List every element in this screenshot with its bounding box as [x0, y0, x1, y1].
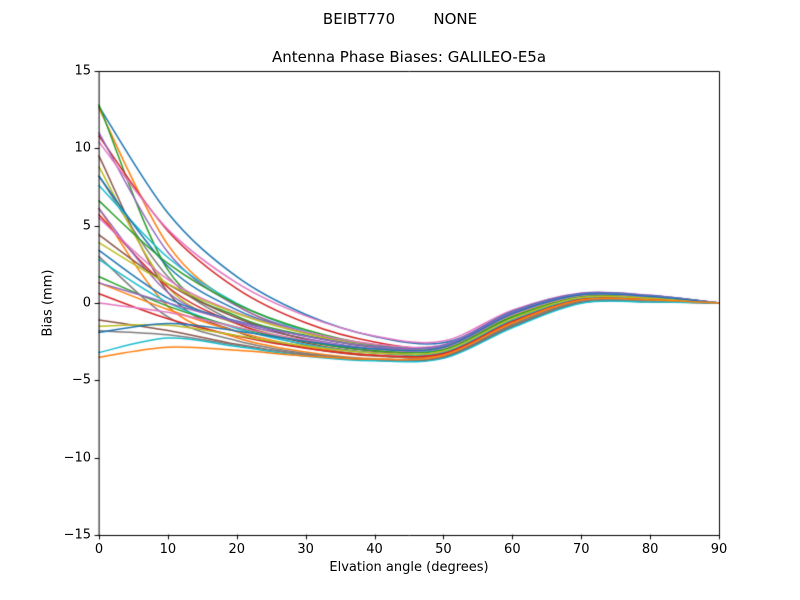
y-tick-label: 0 [82, 295, 91, 311]
x-tick-label: 90 [710, 542, 728, 557]
x-tick-label: 70 [572, 542, 590, 557]
y-tick-label: 15 [74, 63, 91, 79]
axes-title: Antenna Phase Biases: GALILEO-E5a [271, 48, 547, 66]
x-tick-label: 50 [435, 542, 452, 557]
y-tick-label: 5 [82, 218, 91, 234]
x-tick-label: 30 [297, 542, 314, 557]
y-tick-label: −10 [63, 450, 91, 466]
y-tick-label: 10 [74, 140, 91, 156]
x-tick-label: 0 [94, 542, 104, 557]
x-axis-label: Elvation angle (degrees) [329, 560, 489, 575]
x-tick-label: 80 [641, 542, 659, 557]
figure-suptitle: BEIBT770 NONE [322, 10, 478, 28]
x-tick-label: 20 [228, 542, 246, 557]
x-tick-label: 40 [366, 542, 383, 557]
y-tick-label: −5 [71, 372, 91, 388]
y-tick-label: −15 [63, 527, 91, 543]
x-tick-label: 60 [504, 542, 521, 557]
y-axis-label: Bias (mm) [40, 269, 56, 337]
x-tick-label: 10 [159, 542, 177, 557]
